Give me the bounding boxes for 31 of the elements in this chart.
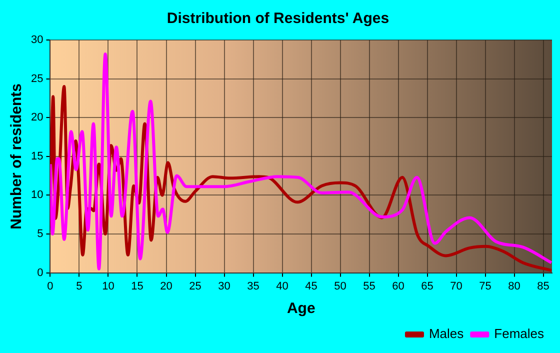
y-tick-label: 0 xyxy=(37,266,44,279)
legend-label: Males xyxy=(428,326,464,342)
x-tick-label: 70 xyxy=(450,280,462,292)
x-tick-label: 65 xyxy=(421,280,434,292)
x-tick-label: 35 xyxy=(247,280,260,292)
x-tick-label: 0 xyxy=(47,280,54,292)
y-tick-label: 30 xyxy=(30,34,44,46)
x-tick-label: 25 xyxy=(189,280,202,292)
x-tick-label: 60 xyxy=(392,280,404,292)
x-tick-label: 40 xyxy=(276,280,288,292)
y-tick-label: 10 xyxy=(30,189,44,202)
x-tick-label: 85 xyxy=(537,280,550,292)
y-tick-label: 25 xyxy=(30,72,44,85)
x-tick-label: 15 xyxy=(131,280,144,292)
x-tick-label: 30 xyxy=(218,280,230,292)
x-tick-label: 5 xyxy=(76,280,82,292)
y-axis-title: Number of residents xyxy=(8,83,26,230)
x-tick-label: 45 xyxy=(305,280,318,292)
x-tick-label: 55 xyxy=(363,280,376,292)
x-tick-label: 50 xyxy=(334,280,346,292)
y-tick-label: 20 xyxy=(30,112,44,124)
line-series xyxy=(50,52,552,270)
y-tick-label: 15 xyxy=(30,150,44,162)
legend-label: Females xyxy=(494,326,544,342)
chart-title: Distribution of Residents' Ages xyxy=(166,10,390,28)
x-tick-label: 10 xyxy=(102,280,114,292)
x-tick-label: 80 xyxy=(508,280,520,292)
y-tick-label: 5 xyxy=(37,228,44,240)
x-tick-label: 20 xyxy=(160,280,172,292)
x-axis-title: Age xyxy=(286,300,316,318)
x-tick-label: 75 xyxy=(479,280,492,292)
